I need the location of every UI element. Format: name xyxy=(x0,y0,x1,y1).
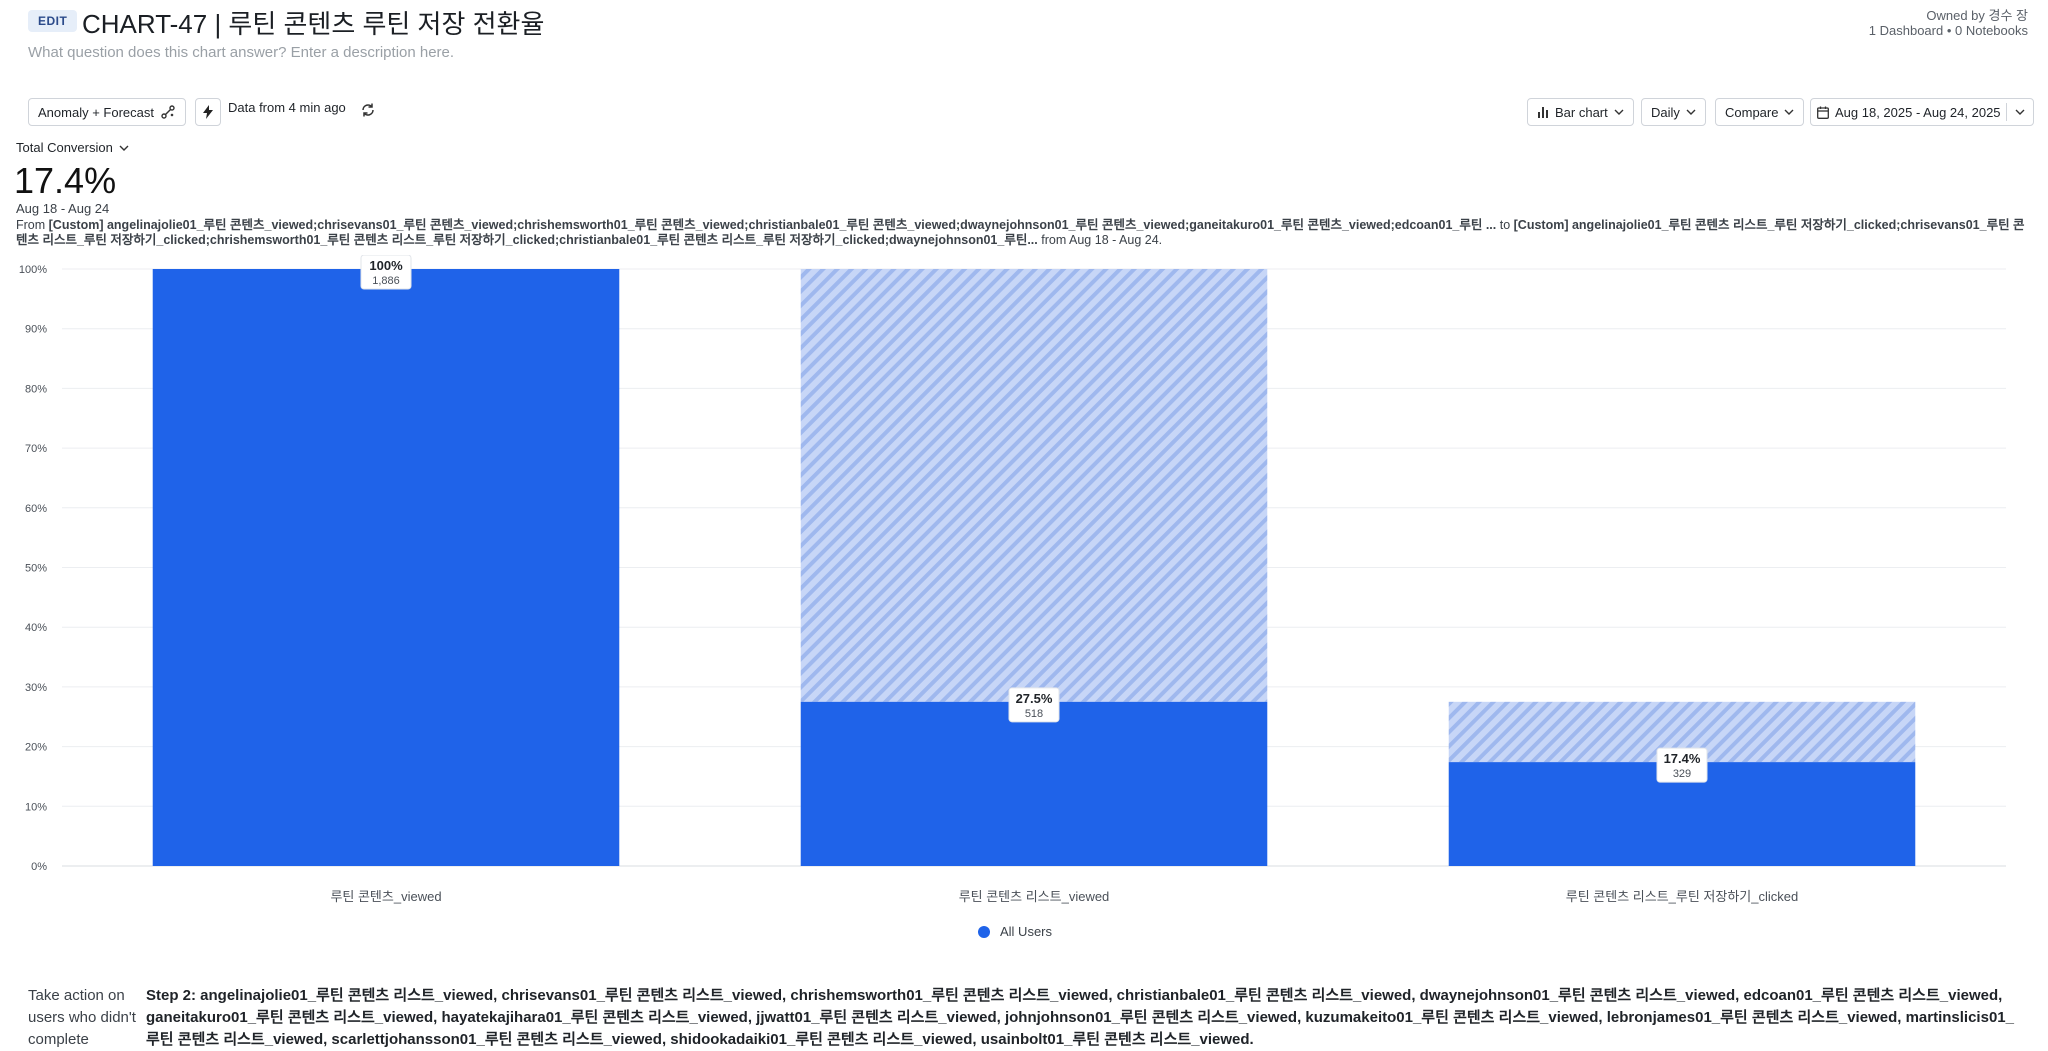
edit-button[interactable]: EDIT xyxy=(28,10,78,32)
anomaly-forecast-label: Anomaly + Forecast xyxy=(38,104,154,120)
incomplete-step-users[interactable]: Step 2: angelinajolie01_루틴 콘텐츠 리스트_viewe… xyxy=(146,987,2014,1048)
y-tick-label: 50% xyxy=(25,563,47,575)
refresh-icon[interactable] xyxy=(360,102,376,118)
metric-selector-label: Total Conversion xyxy=(16,140,113,155)
conversion-bar xyxy=(152,269,620,866)
x-category-label: 루틴 콘텐츠_viewed xyxy=(330,889,441,904)
value-label-box xyxy=(1008,687,1060,723)
anomaly-forecast-button[interactable]: Anomaly + Forecast xyxy=(28,98,186,126)
chevron-down-icon xyxy=(2015,109,2025,115)
dropoff-bar xyxy=(800,269,1268,702)
conversion-bar xyxy=(800,701,1268,866)
lightning-button[interactable] xyxy=(195,98,221,126)
compare-label: Compare xyxy=(1725,104,1779,120)
percent-label: 17.4% xyxy=(1664,751,1701,766)
count-label: 1,886 xyxy=(372,275,400,287)
y-tick-label: 40% xyxy=(25,622,47,634)
legend-label: All Users xyxy=(1000,924,1053,939)
funnel-bar-chart: 0% 10% 20% 30% 40% 50% 60% 70% 80% 90% 100% 100% 1,… xyxy=(19,255,2006,904)
data-freshness: Data from 4 min ago xyxy=(228,100,346,115)
legend-dot xyxy=(978,925,990,938)
metric-value: 17.4% xyxy=(14,160,117,201)
y-tick-label: 80% xyxy=(25,383,47,395)
y-tick-label: 30% xyxy=(25,682,47,694)
take-action-label: Take action on users who didn't complete xyxy=(28,987,136,1048)
page-title[interactable]: CHART-47 | 루틴 콘텐츠 루틴 저장 전환율 xyxy=(82,9,545,39)
description-field[interactable]: What question does this chart answer? En… xyxy=(28,44,455,61)
chevron-down-icon xyxy=(1784,109,1794,115)
chart-type-dropdown[interactable]: Bar chart xyxy=(1527,98,1634,126)
owner-label: Owned by 경수 장 xyxy=(1926,8,2028,23)
value-label-box xyxy=(360,255,412,290)
percent-label: 100% xyxy=(369,258,403,273)
funnel-steps-description: From [Custom] angelinajolie01_루틴 콘텐츠_vie… xyxy=(16,218,2025,247)
y-tick-label: 20% xyxy=(25,742,47,754)
interval-label: Daily xyxy=(1651,104,1680,120)
x-category-label: 루틴 콘텐츠 리스트_루틴 저장하기_clicked xyxy=(1566,889,1798,904)
percent-label: 27.5% xyxy=(1016,691,1053,706)
dashboard-notebook-count[interactable]: 1 Dashboard • 0 Notebooks xyxy=(1868,23,2028,38)
date-range-label: Aug 18, 2025 - Aug 24, 2025 xyxy=(1835,104,2001,120)
metric-selector[interactable]: Total Conversion xyxy=(16,140,129,155)
value-label-box xyxy=(1656,747,1708,783)
metric-range: Aug 18 - Aug 24 xyxy=(16,201,110,216)
compare-dropdown[interactable]: Compare xyxy=(1715,98,1805,126)
bar-chart-icon xyxy=(1537,106,1549,118)
y-tick-label: 100% xyxy=(19,264,47,276)
count-label: 329 xyxy=(1673,768,1691,780)
chevron-down-icon xyxy=(119,145,129,151)
chart-type-label: Bar chart xyxy=(1555,104,1608,120)
chevron-down-icon xyxy=(1686,109,1696,115)
date-range-picker[interactable]: Aug 18, 2025 - Aug 24, 2025 xyxy=(1810,98,2034,126)
interval-dropdown[interactable]: Daily xyxy=(1641,98,1706,126)
y-tick-label: 60% xyxy=(25,503,47,515)
chart-legend[interactable]: All Users xyxy=(978,924,1052,939)
lightning-icon xyxy=(202,105,214,119)
y-tick-label: 10% xyxy=(25,801,47,813)
calendar-icon xyxy=(1817,106,1829,119)
y-tick-label: 70% xyxy=(25,443,47,455)
chevron-down-icon xyxy=(1614,109,1624,115)
x-category-label: 루틴 콘텐츠 리스트_viewed xyxy=(959,889,1110,904)
y-tick-label: 90% xyxy=(25,324,47,336)
settings-toggle-icon xyxy=(160,104,176,120)
count-label: 518 xyxy=(1025,708,1043,720)
y-tick-label: 0% xyxy=(31,861,47,873)
